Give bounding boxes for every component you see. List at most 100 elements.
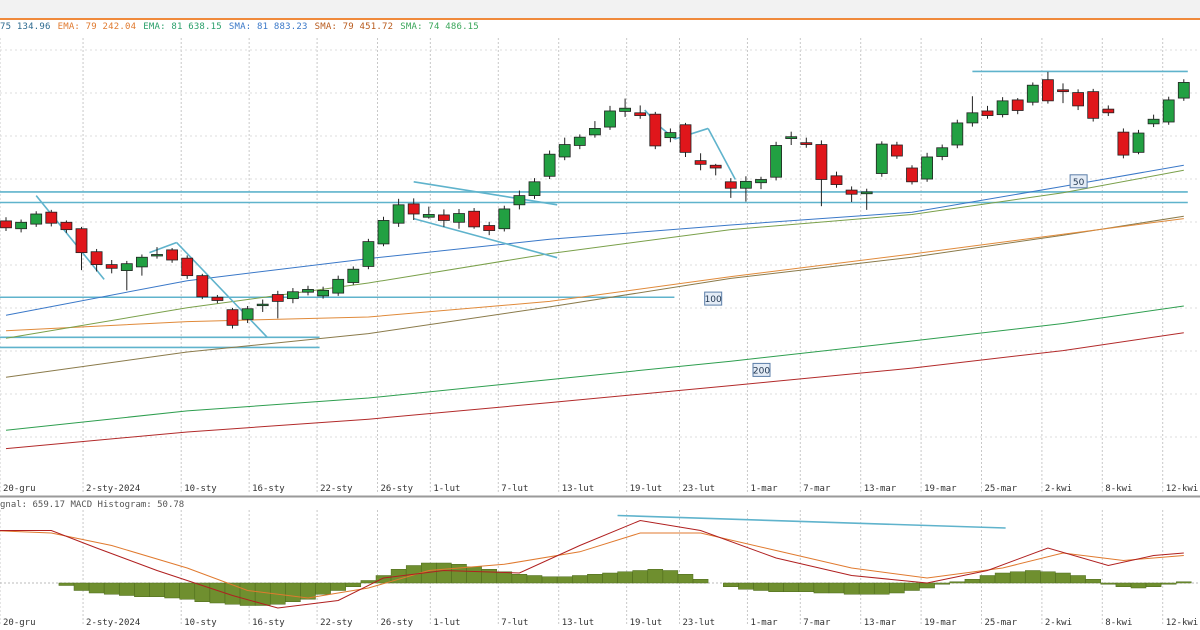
macd-histogram-bar	[904, 582, 920, 591]
candle-body	[936, 147, 949, 157]
x-tick-label: 13-mar	[864, 618, 897, 628]
candle-body	[362, 241, 375, 267]
macd-signal-line	[0, 530, 1184, 599]
macd-histogram-bar	[677, 574, 694, 584]
macd-histogram-bar	[73, 582, 90, 591]
moving-averages	[5, 164, 1184, 450]
macd-histogram-bar	[88, 582, 105, 594]
candle-body	[558, 144, 571, 158]
candle-body	[377, 220, 390, 245]
macd-histogram-bar	[451, 564, 467, 584]
candle-body	[45, 211, 58, 224]
sma200-line	[5, 305, 1184, 431]
candle-body	[15, 221, 28, 230]
x-tick-label: 1-mar	[750, 484, 778, 494]
macd-histogram-bar	[1025, 570, 1041, 584]
x-tick-label: 13-lut	[562, 484, 595, 494]
x-tick-label: 10-sty	[184, 484, 217, 494]
x-tick-label: 7-mar	[803, 618, 831, 628]
x-tick-label: 1-lut	[433, 618, 460, 628]
candle-body	[785, 136, 798, 139]
candle-body	[845, 189, 858, 195]
x-axis: 20-gru 2-sty-2024 10-sty 16-sty 22-sty 26-sty…	[3, 484, 1198, 494]
macd-histogram-bar	[526, 575, 543, 584]
ema100-line	[5, 218, 1184, 332]
candle-body	[1117, 131, 1130, 156]
candle-body	[573, 136, 586, 146]
candle-body	[543, 153, 556, 177]
trend-line	[413, 181, 558, 206]
top-toolbar	[0, 0, 1200, 20]
macd-histogram-bar	[572, 575, 588, 584]
x-tick-label: 8-kwi	[1105, 484, 1132, 494]
macd-histogram-bar	[1145, 582, 1162, 587]
candle-body	[800, 142, 813, 145]
x-tick-label: 13-mar	[864, 484, 897, 494]
macd-histogram-bar	[783, 582, 799, 592]
macd-histogram-bar	[134, 582, 150, 597]
candle-body	[1102, 108, 1115, 114]
candle-body	[453, 213, 465, 223]
macd-histogram-bar	[103, 582, 120, 595]
x-tick-label: 20-gru	[3, 484, 36, 494]
x-tick-label: 19-lut	[630, 484, 663, 494]
macd-histogram-bar	[1040, 571, 1056, 584]
macd-legend: gnal: 659.17 MACD Histogram: 50.78	[0, 500, 185, 510]
ma-flag-box	[1069, 174, 1088, 189]
macd-histogram-bar	[345, 582, 362, 587]
candle-body	[286, 291, 299, 300]
candle-body	[30, 213, 43, 225]
macd-histogram-bar	[602, 572, 618, 584]
macd-histogram-bar	[934, 582, 950, 585]
candle-body	[392, 204, 405, 224]
macd-histogram-bar	[1130, 582, 1147, 589]
indicator-legend: 75 134.96 EMA: 79 242.04 EMA: 81 638.15 SMA…	[0, 22, 486, 32]
legend-entry: EMA: 81 638.15	[143, 22, 222, 32]
macd-histogram-bar	[481, 569, 497, 584]
candle-body	[709, 164, 722, 169]
candle-body	[694, 160, 707, 165]
candle-body	[120, 263, 133, 271]
candle-body	[90, 251, 103, 266]
candle-body	[347, 268, 360, 283]
x-tick-label: 16-sty	[252, 618, 285, 628]
macd-histogram-bar	[436, 562, 452, 584]
macd-histogram-bar	[58, 582, 75, 586]
macd-histogram-bar	[858, 582, 875, 595]
legend-entry: SMA: 74 486.15	[400, 22, 479, 32]
macd-histogram-bar	[723, 582, 739, 587]
macd-histogram-bar	[285, 582, 301, 602]
candle-body	[951, 122, 964, 146]
candle-body	[1147, 118, 1160, 125]
macd-histogram-bar	[541, 576, 558, 584]
x-tick-label: 2-kwi	[1045, 618, 1072, 628]
candle-body	[437, 214, 450, 221]
candle-body	[589, 128, 601, 136]
candle-body	[196, 275, 209, 298]
candle-body	[1026, 84, 1039, 103]
x-tick-label: 10-sty	[184, 618, 217, 628]
sma50-line	[5, 164, 1184, 316]
candle-body	[211, 296, 224, 301]
candle-body	[1042, 79, 1054, 102]
candle-body	[649, 113, 662, 147]
macd-histogram-bar	[1100, 582, 1117, 585]
candle-body	[1177, 82, 1190, 99]
candle-body	[513, 195, 526, 206]
macd-histogram-bar	[828, 582, 845, 594]
macd-histogram-bar	[979, 575, 996, 584]
x-tick-label: 2-kwi	[1045, 484, 1072, 494]
macd-histogram-bar	[179, 582, 195, 600]
trend-line	[35, 195, 105, 280]
horizontal-levels	[0, 70, 1188, 349]
legend-entry: SMA: 81 883.23	[228, 22, 308, 32]
candle-body	[181, 257, 194, 277]
macd-panel	[0, 514, 1192, 609]
macd-histogram-bar	[556, 576, 573, 584]
candle-body	[105, 264, 118, 269]
candle-body	[1087, 91, 1100, 119]
ema50-line	[5, 169, 1184, 339]
trend-line	[707, 128, 737, 180]
candle-body	[921, 156, 933, 180]
